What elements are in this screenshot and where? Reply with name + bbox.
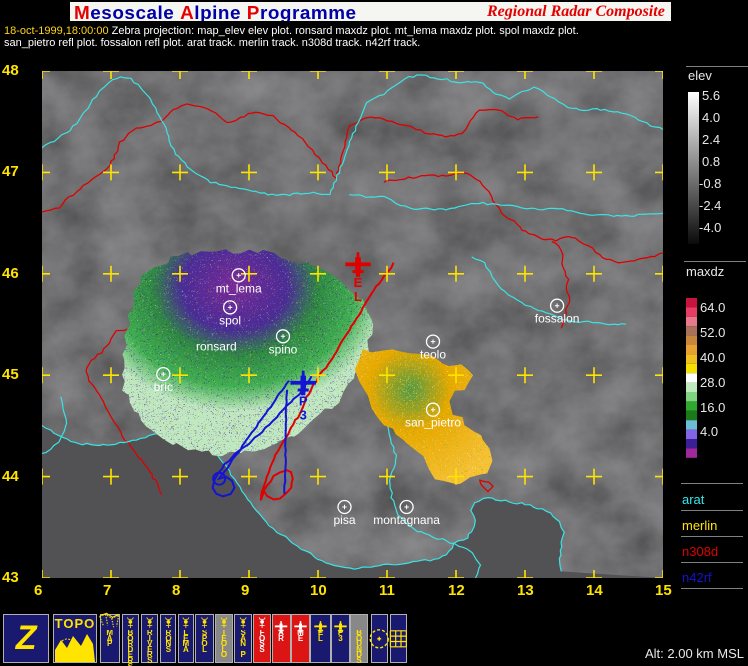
svg-text:montagnana: montagnana [373, 513, 440, 527]
svg-text:ronsard: ronsard [196, 340, 237, 354]
svg-text:bric: bric [154, 380, 173, 394]
svg-text:teolo: teolo [420, 348, 446, 362]
svg-text:fossalon: fossalon [535, 312, 580, 326]
svg-text:pisa: pisa [333, 513, 355, 527]
svg-text:spol: spol [219, 313, 241, 327]
svg-text:mt_lema: mt_lema [216, 281, 262, 295]
svg-text:spino: spino [269, 342, 298, 356]
svg-text:san_pietro: san_pietro [405, 416, 461, 430]
